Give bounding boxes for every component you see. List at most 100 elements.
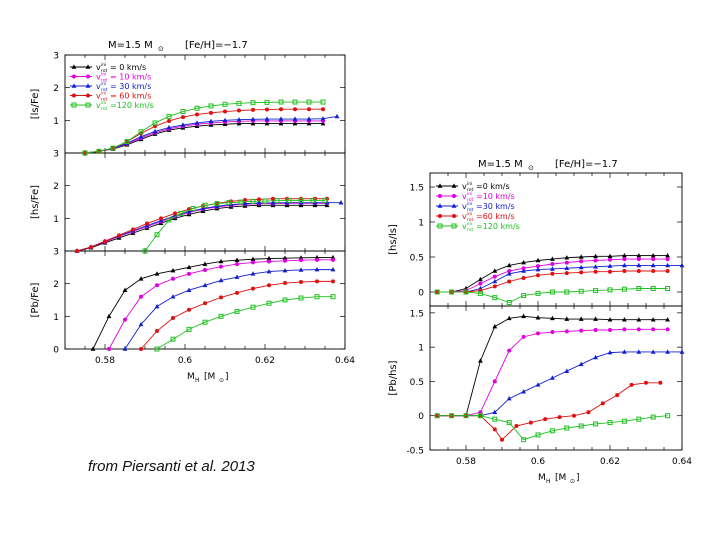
data-point-v60 — [536, 273, 540, 278]
data-point-v10 — [651, 327, 656, 332]
data-point-v120 — [202, 202, 208, 208]
data-point-v120 — [310, 197, 316, 203]
data-point-v10 — [521, 266, 526, 271]
data-point-v60 — [521, 276, 526, 280]
data-point-v60 — [117, 233, 121, 238]
data-point-v120 — [292, 99, 298, 105]
data-point-v30 — [154, 303, 160, 309]
left-legend-v: v — [96, 101, 101, 110]
left-legend-marker-v0 — [71, 64, 77, 69]
data-point-v30 — [607, 263, 613, 268]
data-point-v30 — [679, 262, 685, 268]
data-point-v120 — [202, 319, 208, 325]
data-point-v10 — [550, 262, 555, 266]
data-point-v120 — [607, 420, 613, 426]
data-point-v120 — [170, 336, 176, 342]
data-point-v120 — [214, 201, 220, 207]
data-point-v120 — [549, 428, 555, 434]
data-point-v60 — [187, 307, 191, 312]
left-legend-marker-v30 — [85, 83, 91, 88]
y-tick-label: 0.5 — [410, 378, 424, 388]
data-point-v60 — [600, 401, 605, 406]
data-point-v0 — [122, 287, 128, 292]
data-point-v0 — [650, 253, 656, 258]
left-legend-sub: rot — [101, 87, 108, 93]
data-point-v120 — [264, 99, 270, 105]
data-point-v60 — [271, 196, 275, 201]
series-line-v0 — [92, 257, 333, 350]
data-point-v120 — [298, 295, 304, 301]
data-point-v30 — [250, 116, 256, 122]
data-point-v30 — [242, 201, 248, 206]
data-point-v30 — [535, 382, 541, 387]
data-point-v60 — [579, 270, 584, 275]
data-point-v120 — [226, 200, 232, 206]
data-point-v60 — [131, 227, 135, 232]
data-point-v120 — [322, 197, 328, 203]
data-point-v120 — [82, 150, 88, 156]
x-axis-label-sun: ⊙ — [570, 478, 575, 485]
data-point-v0 — [622, 317, 627, 322]
left-legend-marker-v10 — [86, 74, 90, 79]
data-point-v0 — [521, 260, 526, 265]
data-point-v120 — [314, 294, 320, 300]
y-tick-label: 3 — [53, 52, 59, 62]
data-point-v60 — [219, 295, 223, 300]
data-point-v30 — [170, 294, 176, 299]
data-point-v120 — [298, 197, 304, 203]
data-point-v30 — [202, 282, 208, 288]
y-tick-label: 1 — [418, 219, 424, 229]
left-legend-marker-v60 — [72, 93, 76, 98]
data-point-v0 — [234, 257, 240, 262]
data-point-v120 — [320, 99, 326, 105]
x-axis-label-sub: H — [546, 478, 551, 485]
data-point-v0 — [665, 253, 670, 258]
data-point-v0 — [250, 121, 256, 126]
data-point-v60 — [159, 216, 163, 221]
data-point-v30 — [236, 117, 242, 122]
data-point-v60 — [251, 286, 255, 291]
data-point-v10 — [492, 379, 497, 384]
data-point-v120 — [449, 413, 455, 419]
x-tick-label: 0.58 — [95, 356, 115, 366]
data-point-v120 — [506, 300, 512, 305]
data-point-v0 — [492, 323, 498, 329]
y-tick-label: 3 — [53, 248, 59, 258]
data-point-v30 — [665, 349, 670, 354]
data-point-v30 — [506, 271, 512, 276]
data-point-v30 — [194, 120, 200, 125]
data-point-v30 — [138, 321, 144, 327]
data-point-v60 — [492, 427, 497, 432]
data-point-v120 — [262, 198, 268, 204]
left-legend-sup: ini — [101, 100, 106, 106]
series-line-v120 — [437, 288, 668, 303]
data-point-v60 — [644, 380, 648, 385]
data-point-v0 — [492, 268, 498, 273]
left-title-sun: ⊙ — [158, 45, 164, 53]
data-point-v0 — [478, 358, 483, 363]
x-tick-label: 0.62 — [255, 356, 275, 366]
data-point-v30 — [492, 409, 498, 415]
data-point-v60 — [315, 279, 319, 284]
right-title-sun: ⊙ — [528, 164, 534, 172]
data-point-v0 — [264, 121, 270, 126]
data-point-v10 — [155, 283, 159, 288]
data-point-v120 — [180, 109, 186, 115]
left-legend-sub: rot — [101, 106, 108, 112]
data-point-v60 — [283, 281, 287, 286]
data-point-v120 — [250, 304, 256, 310]
data-point-v120 — [434, 289, 440, 295]
data-point-v0 — [218, 258, 224, 264]
data-point-v0 — [266, 255, 272, 261]
data-point-v30 — [535, 267, 541, 272]
data-point-v0 — [506, 262, 512, 268]
left-legend-sup: ini — [101, 91, 106, 97]
data-point-v10 — [665, 327, 670, 332]
data-point-v120 — [449, 289, 455, 295]
right-legend-marker-v30 — [437, 203, 443, 208]
y-tick-label: 3 — [53, 150, 59, 160]
data-point-v60 — [543, 417, 548, 422]
data-point-v60 — [173, 211, 177, 216]
data-point-v30 — [636, 349, 642, 354]
data-point-v0 — [564, 255, 570, 260]
